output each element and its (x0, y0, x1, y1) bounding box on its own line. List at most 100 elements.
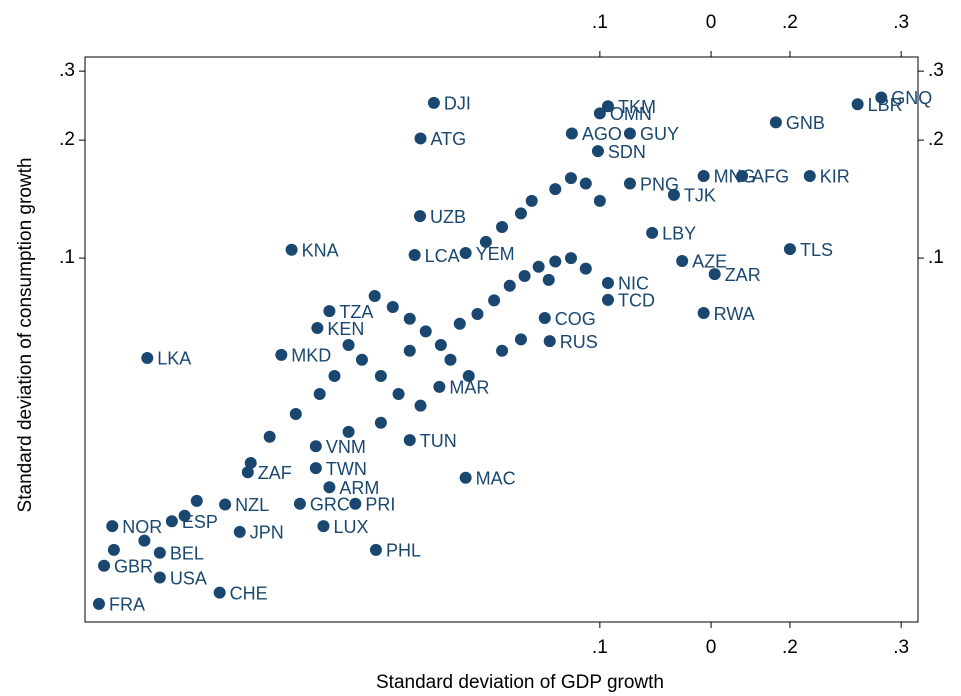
point (368, 290, 381, 303)
point (623, 127, 636, 140)
point (697, 307, 710, 320)
point (141, 351, 154, 364)
point-label: NIC (618, 274, 649, 294)
point (349, 497, 362, 510)
point (153, 571, 166, 584)
x-tick-label-top: .2 (782, 12, 798, 33)
point (414, 399, 427, 412)
point-label: NZL (235, 495, 269, 515)
point (413, 210, 426, 223)
point (165, 515, 178, 528)
point (601, 276, 614, 289)
point (538, 312, 551, 325)
point (697, 169, 710, 182)
point-label: LCA (425, 246, 460, 266)
point (488, 294, 501, 307)
point-label: GUY (640, 124, 679, 144)
point (601, 100, 614, 113)
point-label: LKA (157, 349, 191, 369)
point-label: KEN (327, 319, 364, 339)
x-axis-label: Standard deviation of GDP growth (376, 672, 664, 693)
point (708, 268, 721, 281)
point (190, 494, 203, 507)
point (263, 430, 276, 443)
point-label: TUN (420, 431, 457, 451)
point (285, 243, 298, 256)
point-label: ESP (182, 512, 218, 532)
point (459, 471, 472, 484)
point (564, 252, 577, 265)
point (459, 247, 472, 260)
point (514, 207, 527, 220)
y-tick-label-right: .3 (928, 60, 944, 81)
point (241, 466, 254, 479)
plot-frame (84, 56, 919, 623)
y-tick-label: .1 (59, 247, 75, 268)
point-label: FRA (109, 595, 145, 615)
point (92, 597, 105, 610)
point (328, 370, 341, 383)
x-tick-label: .1 (592, 637, 608, 658)
point-label: MAC (476, 468, 516, 488)
point-label: VNM (326, 437, 366, 457)
point-label: NOR (122, 517, 162, 537)
point-label: AZE (692, 252, 727, 272)
point-label: TWN (326, 459, 367, 479)
point (496, 344, 509, 357)
x-tick-label-top: .3 (893, 12, 909, 33)
point (178, 509, 191, 522)
point (403, 434, 416, 447)
point (244, 456, 257, 469)
point (783, 243, 796, 256)
point (601, 293, 614, 306)
point-label: TJK (684, 186, 716, 206)
point-label: JPN (250, 523, 284, 543)
point (275, 348, 288, 361)
point (313, 387, 326, 400)
x-tick-label-top: .1 (592, 12, 608, 33)
x-tick-label: 0 (706, 637, 717, 658)
point-label: DJI (444, 94, 471, 114)
point-label: LBR (868, 95, 903, 115)
point (549, 255, 562, 268)
point (98, 559, 111, 572)
point-label: BEL (170, 543, 204, 563)
point-label: SDN (608, 142, 646, 162)
point-label: PHL (386, 541, 421, 561)
point-label: TZA (339, 302, 373, 322)
point (875, 91, 888, 104)
point-label: ARM (339, 478, 379, 498)
point-label: TCD (618, 291, 655, 311)
y-tick-label-right: .2 (928, 129, 944, 150)
point (503, 279, 516, 292)
point (453, 317, 466, 330)
x-tick-label: .3 (893, 637, 909, 658)
point (591, 145, 604, 158)
point-label: GBR (114, 556, 153, 576)
point-label: PNG (640, 174, 679, 194)
point (623, 177, 636, 190)
point (138, 534, 151, 547)
point (803, 169, 816, 182)
point (514, 333, 527, 346)
point (479, 235, 492, 248)
y-tick-label-right: .1 (928, 247, 944, 268)
y-tick-label: .2 (59, 129, 75, 150)
point-label: ZAR (725, 265, 761, 285)
point-label: MAR (449, 378, 489, 398)
point (309, 462, 322, 475)
point-label: LBY (662, 224, 696, 244)
point (293, 497, 306, 510)
point (427, 96, 440, 109)
point (525, 194, 538, 207)
point (851, 98, 864, 111)
point (309, 440, 322, 453)
point (496, 221, 509, 234)
point-label: TLS (800, 240, 833, 260)
point-label: OMN (610, 104, 652, 124)
point (542, 273, 555, 286)
point (646, 226, 659, 239)
point (593, 194, 606, 207)
point (408, 249, 421, 262)
point-label: GNQ (891, 88, 932, 108)
